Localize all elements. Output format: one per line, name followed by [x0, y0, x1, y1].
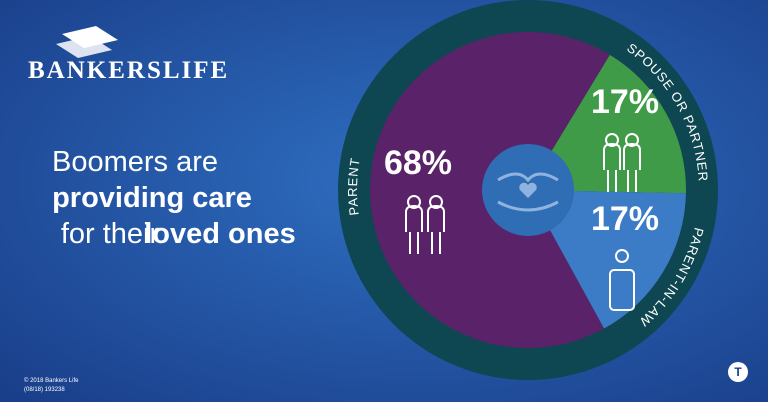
- category-label: PARENT: [345, 156, 362, 216]
- person-icon: [407, 195, 421, 209]
- heart-icon: [519, 182, 537, 198]
- value-label: 17%: [591, 200, 659, 238]
- person-icon: [427, 204, 445, 254]
- wheelchair-icon: [609, 269, 635, 311]
- headline: Boomers are: [52, 146, 218, 178]
- person-icon: [603, 142, 621, 192]
- headline: loved ones: [144, 218, 296, 250]
- pie-slice: [528, 54, 686, 194]
- headline: for their: [61, 218, 160, 250]
- person-icon: [405, 204, 423, 254]
- value-label: 17%: [591, 83, 659, 121]
- badge: [728, 362, 748, 382]
- person-icon: [605, 133, 619, 147]
- person-icon: [429, 195, 443, 209]
- pie-slice: [528, 190, 686, 329]
- copyright: © 2018 Bankers Life: [24, 377, 79, 384]
- person-icon: [623, 142, 641, 192]
- hands-icon: [497, 172, 559, 212]
- overlay: [405, 133, 641, 311]
- person-icon: [625, 133, 639, 147]
- badge-text: T: [734, 365, 742, 379]
- headline: providing care: [52, 182, 252, 214]
- value-label: 68%: [384, 144, 452, 182]
- logo-text: BANKERSLIFE: [28, 57, 229, 84]
- person-icon: [615, 249, 629, 263]
- logo-mark: [56, 26, 118, 58]
- code: (08/18) 193238: [24, 387, 65, 393]
- ring-label-text: PARENT: [345, 156, 363, 216]
